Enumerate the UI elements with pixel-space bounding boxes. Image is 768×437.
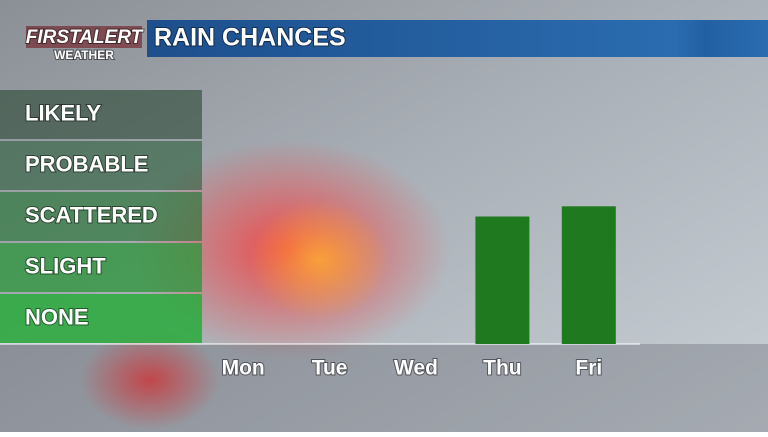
y-band	[0, 243, 202, 292]
bar	[561, 206, 616, 344]
background-glow	[80, 330, 220, 430]
y-band	[0, 141, 202, 190]
logo-sub: WEATHER	[54, 48, 114, 62]
y-tick-label: NONE	[25, 304, 89, 329]
x-tick-label: Mon	[222, 357, 265, 380]
y-tick-label: SLIGHT	[25, 253, 106, 278]
y-band	[0, 90, 202, 139]
logo-box	[26, 26, 142, 48]
x-tick-label: Fri	[575, 357, 602, 380]
y-tick-label: PROBABLE	[25, 151, 148, 176]
title-bar	[147, 20, 768, 57]
y-tick-label: LIKELY	[25, 100, 102, 125]
bar	[475, 216, 530, 344]
background-shade	[0, 344, 768, 432]
background-glow	[250, 200, 390, 320]
x-tick-label: Thu	[483, 357, 521, 380]
x-tick-label: Tue	[312, 357, 348, 380]
x-tick-label: Wed	[394, 357, 438, 380]
y-band	[0, 294, 202, 343]
y-tick-label: SCATTERED	[25, 202, 158, 227]
chart-title: RAIN CHANCES	[154, 24, 346, 52]
logo-name: FIRSTALERT	[26, 27, 144, 48]
y-band	[0, 192, 202, 241]
